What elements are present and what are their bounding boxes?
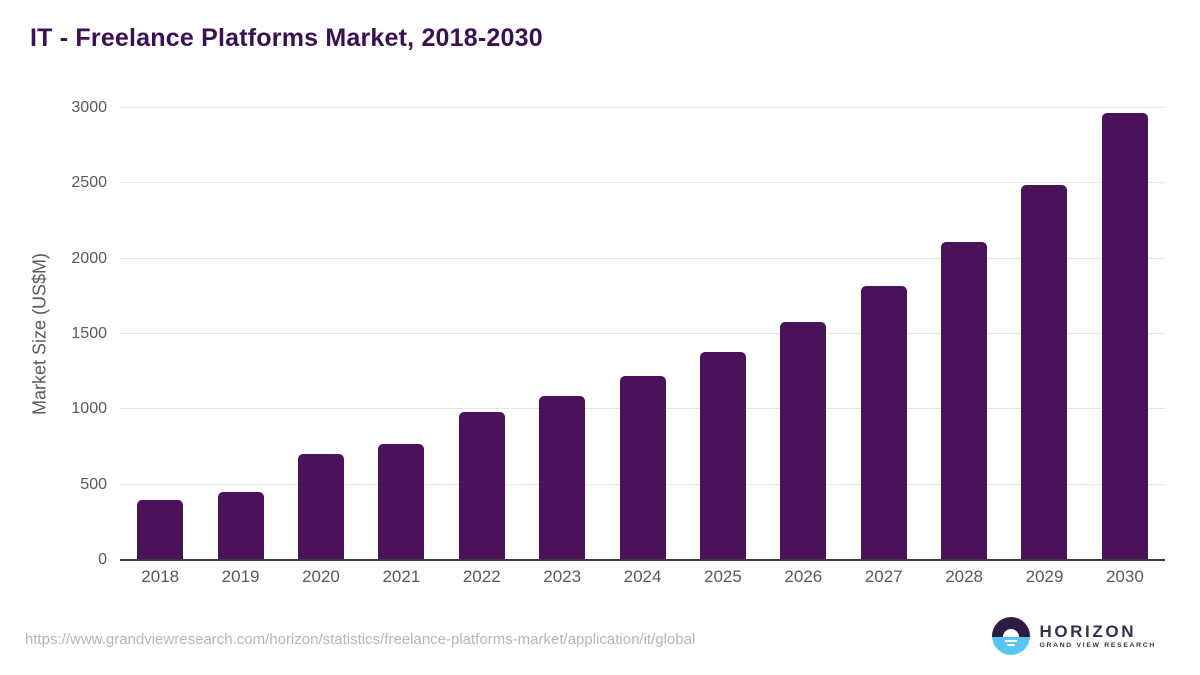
y-tick-label: 2500 (71, 174, 107, 192)
plot-area (120, 107, 1165, 561)
y-axis-tick-labels: 0 500 1000 1500 2000 2500 3000 (0, 100, 107, 568)
bar-slot (361, 108, 441, 560)
bar-2028 (941, 242, 988, 560)
sun-icon (1003, 628, 1020, 637)
bar-series (120, 108, 1165, 560)
logo-name: HORIZON (1039, 621, 1137, 641)
gridline (120, 333, 1165, 334)
bar-2022 (458, 412, 505, 560)
chart-title: IT - Freelance Platforms Market, 2018-20… (30, 24, 543, 52)
logo-subtitle: GRAND VIEW RESEARCH (1039, 642, 1156, 650)
horizon-logo: HORIZON GRAND VIEW RESEARCH (992, 617, 1156, 655)
ripple-icon (1007, 643, 1016, 646)
horizon-logo-text: HORIZON GRAND VIEW RESEARCH (1039, 621, 1156, 650)
x-tick-label: 2027 (864, 567, 903, 586)
bar-slot (442, 108, 522, 560)
x-tick-label: 2021 (382, 567, 421, 586)
y-tick-label: 3000 (71, 99, 107, 116)
bar-slot (522, 108, 602, 560)
gridline (120, 257, 1165, 259)
x-tick-label: 2023 (543, 567, 582, 586)
bar-2018 (137, 499, 184, 560)
x-axis-tick-labels: 2018 2019 2020 2021 2022 2023 2024 2025 2026 2027… (120, 567, 1165, 587)
bar-slot (763, 108, 843, 560)
bar-slot (120, 108, 200, 560)
bar-slot (1004, 108, 1084, 560)
x-tick-label: 2024 (623, 567, 662, 586)
x-tick-label: 2030 (1105, 567, 1144, 586)
bar-2029 (1021, 184, 1068, 560)
bar-slot (844, 108, 924, 560)
x-tick-label: 2018 (141, 567, 180, 586)
y-tick-label: 0 (98, 551, 107, 568)
x-tick-label: 2020 (302, 567, 340, 586)
bar-slot (924, 108, 1004, 560)
horizon-sun-icon (992, 617, 1031, 655)
bar-slot (1085, 108, 1165, 560)
bar-slot (200, 108, 280, 560)
bar-slot (281, 108, 361, 560)
gridline (120, 107, 1165, 108)
x-tick-label: 2029 (1025, 567, 1064, 586)
bar-2025 (699, 352, 746, 560)
y-tick-label: 2000 (71, 249, 107, 267)
bar-2026 (780, 321, 827, 560)
ripple-icon (1004, 639, 1018, 642)
bar-2027 (860, 285, 907, 560)
x-tick-label: 2025 (704, 567, 742, 586)
x-tick-label: 2028 (945, 567, 984, 586)
x-tick-label: 2019 (221, 567, 260, 586)
y-tick-label: 1000 (71, 400, 107, 418)
gridline (120, 182, 1165, 184)
bar-2024 (619, 376, 666, 560)
x-tick-label: 2022 (462, 567, 501, 586)
bar-2030 (1101, 112, 1148, 560)
source-url: https://www.grandviewresearch.com/horizo… (25, 631, 696, 648)
bar-2020 (297, 453, 344, 560)
bar-slot (602, 108, 682, 560)
y-tick-label: 1500 (71, 325, 107, 342)
x-axis-line (120, 559, 1165, 561)
y-tick-label: 500 (80, 475, 107, 493)
x-tick-label: 2026 (784, 567, 823, 586)
bar-slot (683, 108, 763, 560)
bar-2019 (217, 492, 264, 560)
bar-2023 (539, 395, 586, 560)
bar-2021 (378, 444, 425, 560)
